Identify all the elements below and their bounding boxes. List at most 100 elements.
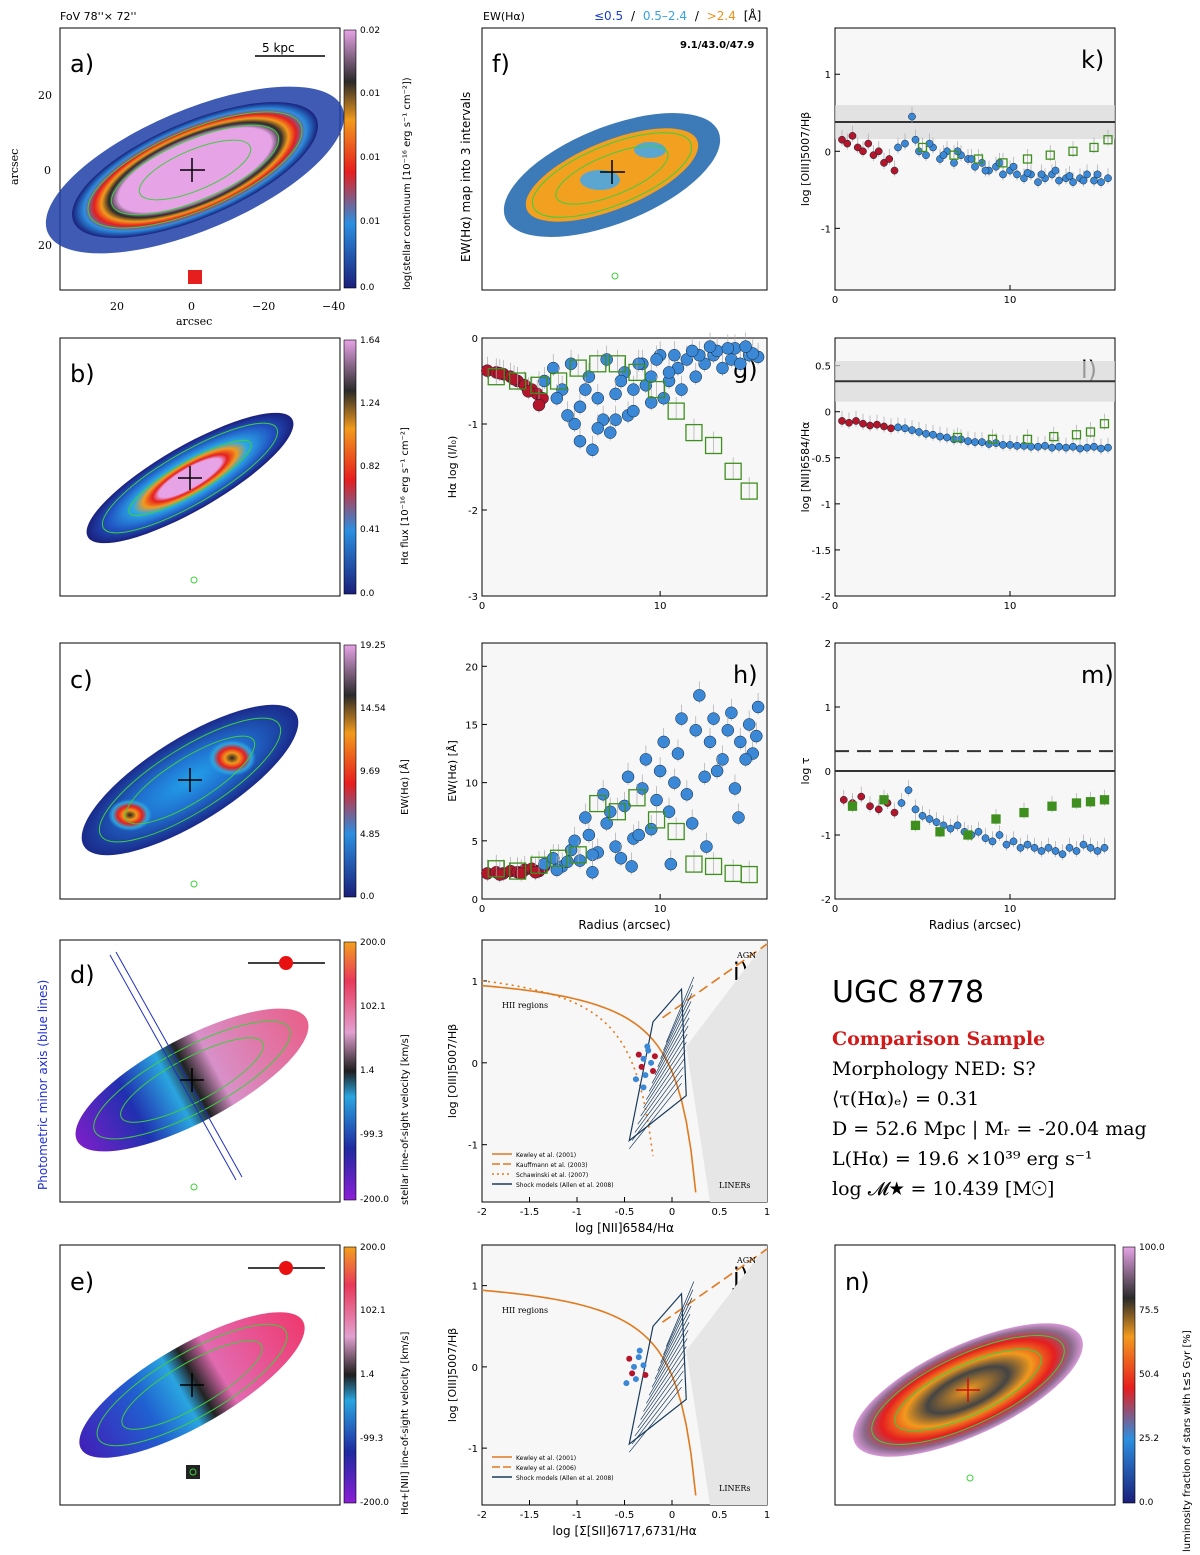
chart-l-ytick-label-2: -0.5 (811, 454, 831, 465)
chart-g-ytick-label-3: -3 (468, 592, 478, 603)
chart-h-letter: h) (733, 661, 758, 689)
chart-i-point-6 (650, 1068, 656, 1074)
chart-h-red-point-9 (493, 868, 507, 881)
chart-k-xtick-label-0: 0 (832, 295, 838, 306)
chart-i-liner-label: LINERs (719, 1181, 750, 1190)
chart-g-green-point-1 (508, 372, 527, 390)
chart-h-blue-point-21 (725, 706, 738, 720)
panel-a-letter: a) (70, 50, 94, 78)
chart-l-green-point-2 (1022, 434, 1033, 445)
panel-d-contour-1 (120, 1037, 264, 1123)
chart-g-blue-point-20 (716, 361, 729, 375)
panel-n-letter: n) (845, 1268, 870, 1296)
chart-g-blue-point-1 (547, 361, 560, 375)
panel-a-ytick-3: 20 (38, 239, 52, 252)
panel-f-psf (611, 272, 619, 280)
chart-h-ytick-label-1: 5 (472, 837, 478, 848)
chart-i-point-1 (640, 1055, 647, 1062)
chart-h-blue-point-48 (750, 729, 763, 743)
chart-h-ytick-label-0: 0 (472, 895, 478, 906)
chart-j-liner-region (686, 1245, 767, 1505)
chart-g-blue-point-10 (627, 383, 640, 396)
chart-h-blue-point-5 (582, 828, 596, 842)
chart-g-blue-point-26 (568, 417, 581, 431)
chart-k-blue-point-44 (1093, 170, 1102, 179)
panel-d-minor-axis-2 (115, 951, 243, 1178)
ew-header-title: EW(Hα) (483, 10, 525, 23)
panel-n-psf (966, 1474, 974, 1482)
panel-f-mid-region-2 (634, 142, 666, 158)
chart-l-blue-point-16 (1006, 441, 1014, 449)
chart-m-green-point-6 (1019, 807, 1029, 818)
chart-k-red-point-2 (848, 132, 857, 140)
chart-k-blue-point-43 (1079, 176, 1088, 185)
ew-interval-low: ≤0.5 (594, 9, 623, 23)
chart-h-blue-point-46 (721, 724, 735, 737)
chart-l-blue-point-10 (964, 437, 972, 446)
panel-e-cb-tick-2: 102.1 (360, 1306, 386, 1316)
panel-n-cb-label: luminosity fraction of stars with t≤5 Gy… (1182, 1330, 1193, 1552)
chart-k-blue-point-29 (1097, 178, 1105, 186)
chart-g-blue-point-28 (604, 426, 617, 439)
panel-b-cb-tick-2: 1.24 (360, 399, 380, 409)
chart-l-green-point-0 (952, 432, 963, 443)
panel-c-cb-label: EW(Hα) [Å] (398, 759, 411, 815)
panel-a-ylabel: arcsec (8, 149, 21, 185)
chart-j-agn-label: AGN (736, 1256, 756, 1265)
chart-j-shock-line-11 (660, 1297, 693, 1363)
chart-i-shock-line-2 (634, 1066, 684, 1133)
chart-k-green-point-5 (1045, 150, 1055, 160)
panel-e-marker (279, 1261, 293, 1275)
chart-j-legend-label-0: Kewley et al. (2001) (516, 1455, 576, 1462)
chart-h-blue-point-8 (609, 840, 622, 853)
ew-interval-high: >2.4 (707, 9, 736, 23)
ew-separator-1: / (631, 9, 636, 23)
chart-i-shock-line-0 (628, 1083, 682, 1149)
chart-l-ytick-label-4: -1.5 (811, 546, 831, 557)
galaxy-info: UGC 8778 Comparison Sample Morphology NE… (832, 975, 1172, 1204)
chart-m-blue-point-24 (1065, 843, 1074, 852)
chart-m-xtick-label-0: 0 (832, 904, 838, 915)
panel-d: d) Photometric minor axis (blue lines) 2… (36, 938, 411, 1205)
chart-j-ylabel: log [OIII]5007/Hβ (446, 1328, 459, 1422)
chart-h-xtick-label-1: 10 (654, 904, 667, 915)
chart-g-blue-point-40 (614, 374, 628, 388)
chart-m-ytick-label-3: -1 (821, 831, 831, 842)
panel-c-cb-tick-5: 0.0 (360, 892, 375, 902)
chart-j-xlabel: log [Σ[SII]6717,6731/Hα (552, 1524, 696, 1538)
chart-h-blue-point-41 (632, 828, 645, 842)
chart-l-blue-point-2 (908, 426, 916, 434)
chart-l-blue-point-12 (978, 438, 986, 446)
chart-j-point-6 (642, 1372, 649, 1378)
chart-m-blue-point-29 (1100, 843, 1109, 852)
panel-a-contour-2 (110, 124, 280, 216)
panel-c-letter: c) (70, 666, 93, 694)
chart-h-blue-point-11 (636, 782, 649, 795)
chart-i-point-3 (638, 1063, 645, 1070)
panel-a-companion (188, 270, 202, 284)
chart-h-green-point-13 (740, 865, 758, 884)
chart-h-blue-point-19 (707, 712, 720, 725)
chart-h-blue-point-32 (675, 712, 688, 725)
panel-a-xtick-3: −20 (252, 300, 275, 313)
chart-m-letter: m) (1081, 661, 1114, 689)
chart-j-point-3 (629, 1370, 636, 1377)
panel-c-contour-2 (98, 717, 282, 843)
chart-j-shock-line-6 (646, 1338, 688, 1404)
chart-l-green-point-6 (1099, 419, 1110, 429)
chart-l-blue-point-11 (971, 438, 979, 446)
panel-b: b) 1.64 1.24 0.82 0.41 0.0 Hα flux [10⁻¹… (59, 336, 411, 599)
chart-k-red-point-0 (838, 135, 846, 144)
chart-k-ytick-label-1: 0 (825, 147, 831, 158)
chart-l-blue-point-22 (1048, 443, 1056, 452)
chart-l-blue-point-30 (1104, 443, 1112, 452)
chart-j-shock-line-10 (657, 1305, 692, 1372)
panel-d-contour-2 (93, 1020, 291, 1140)
chart-g: 0 100-1-2-3g)Hα log (I/I₀) (446, 332, 768, 612)
panel-a-xtick-2: 0 (188, 300, 195, 313)
chart-g-blue-point-50 (609, 387, 622, 401)
chart-l-blue-point-24 (1062, 443, 1070, 452)
chart-h-blue-point-34 (710, 764, 724, 778)
chart-k-blue-point-38 (1009, 162, 1018, 171)
panel-b-letter: b) (70, 360, 95, 388)
